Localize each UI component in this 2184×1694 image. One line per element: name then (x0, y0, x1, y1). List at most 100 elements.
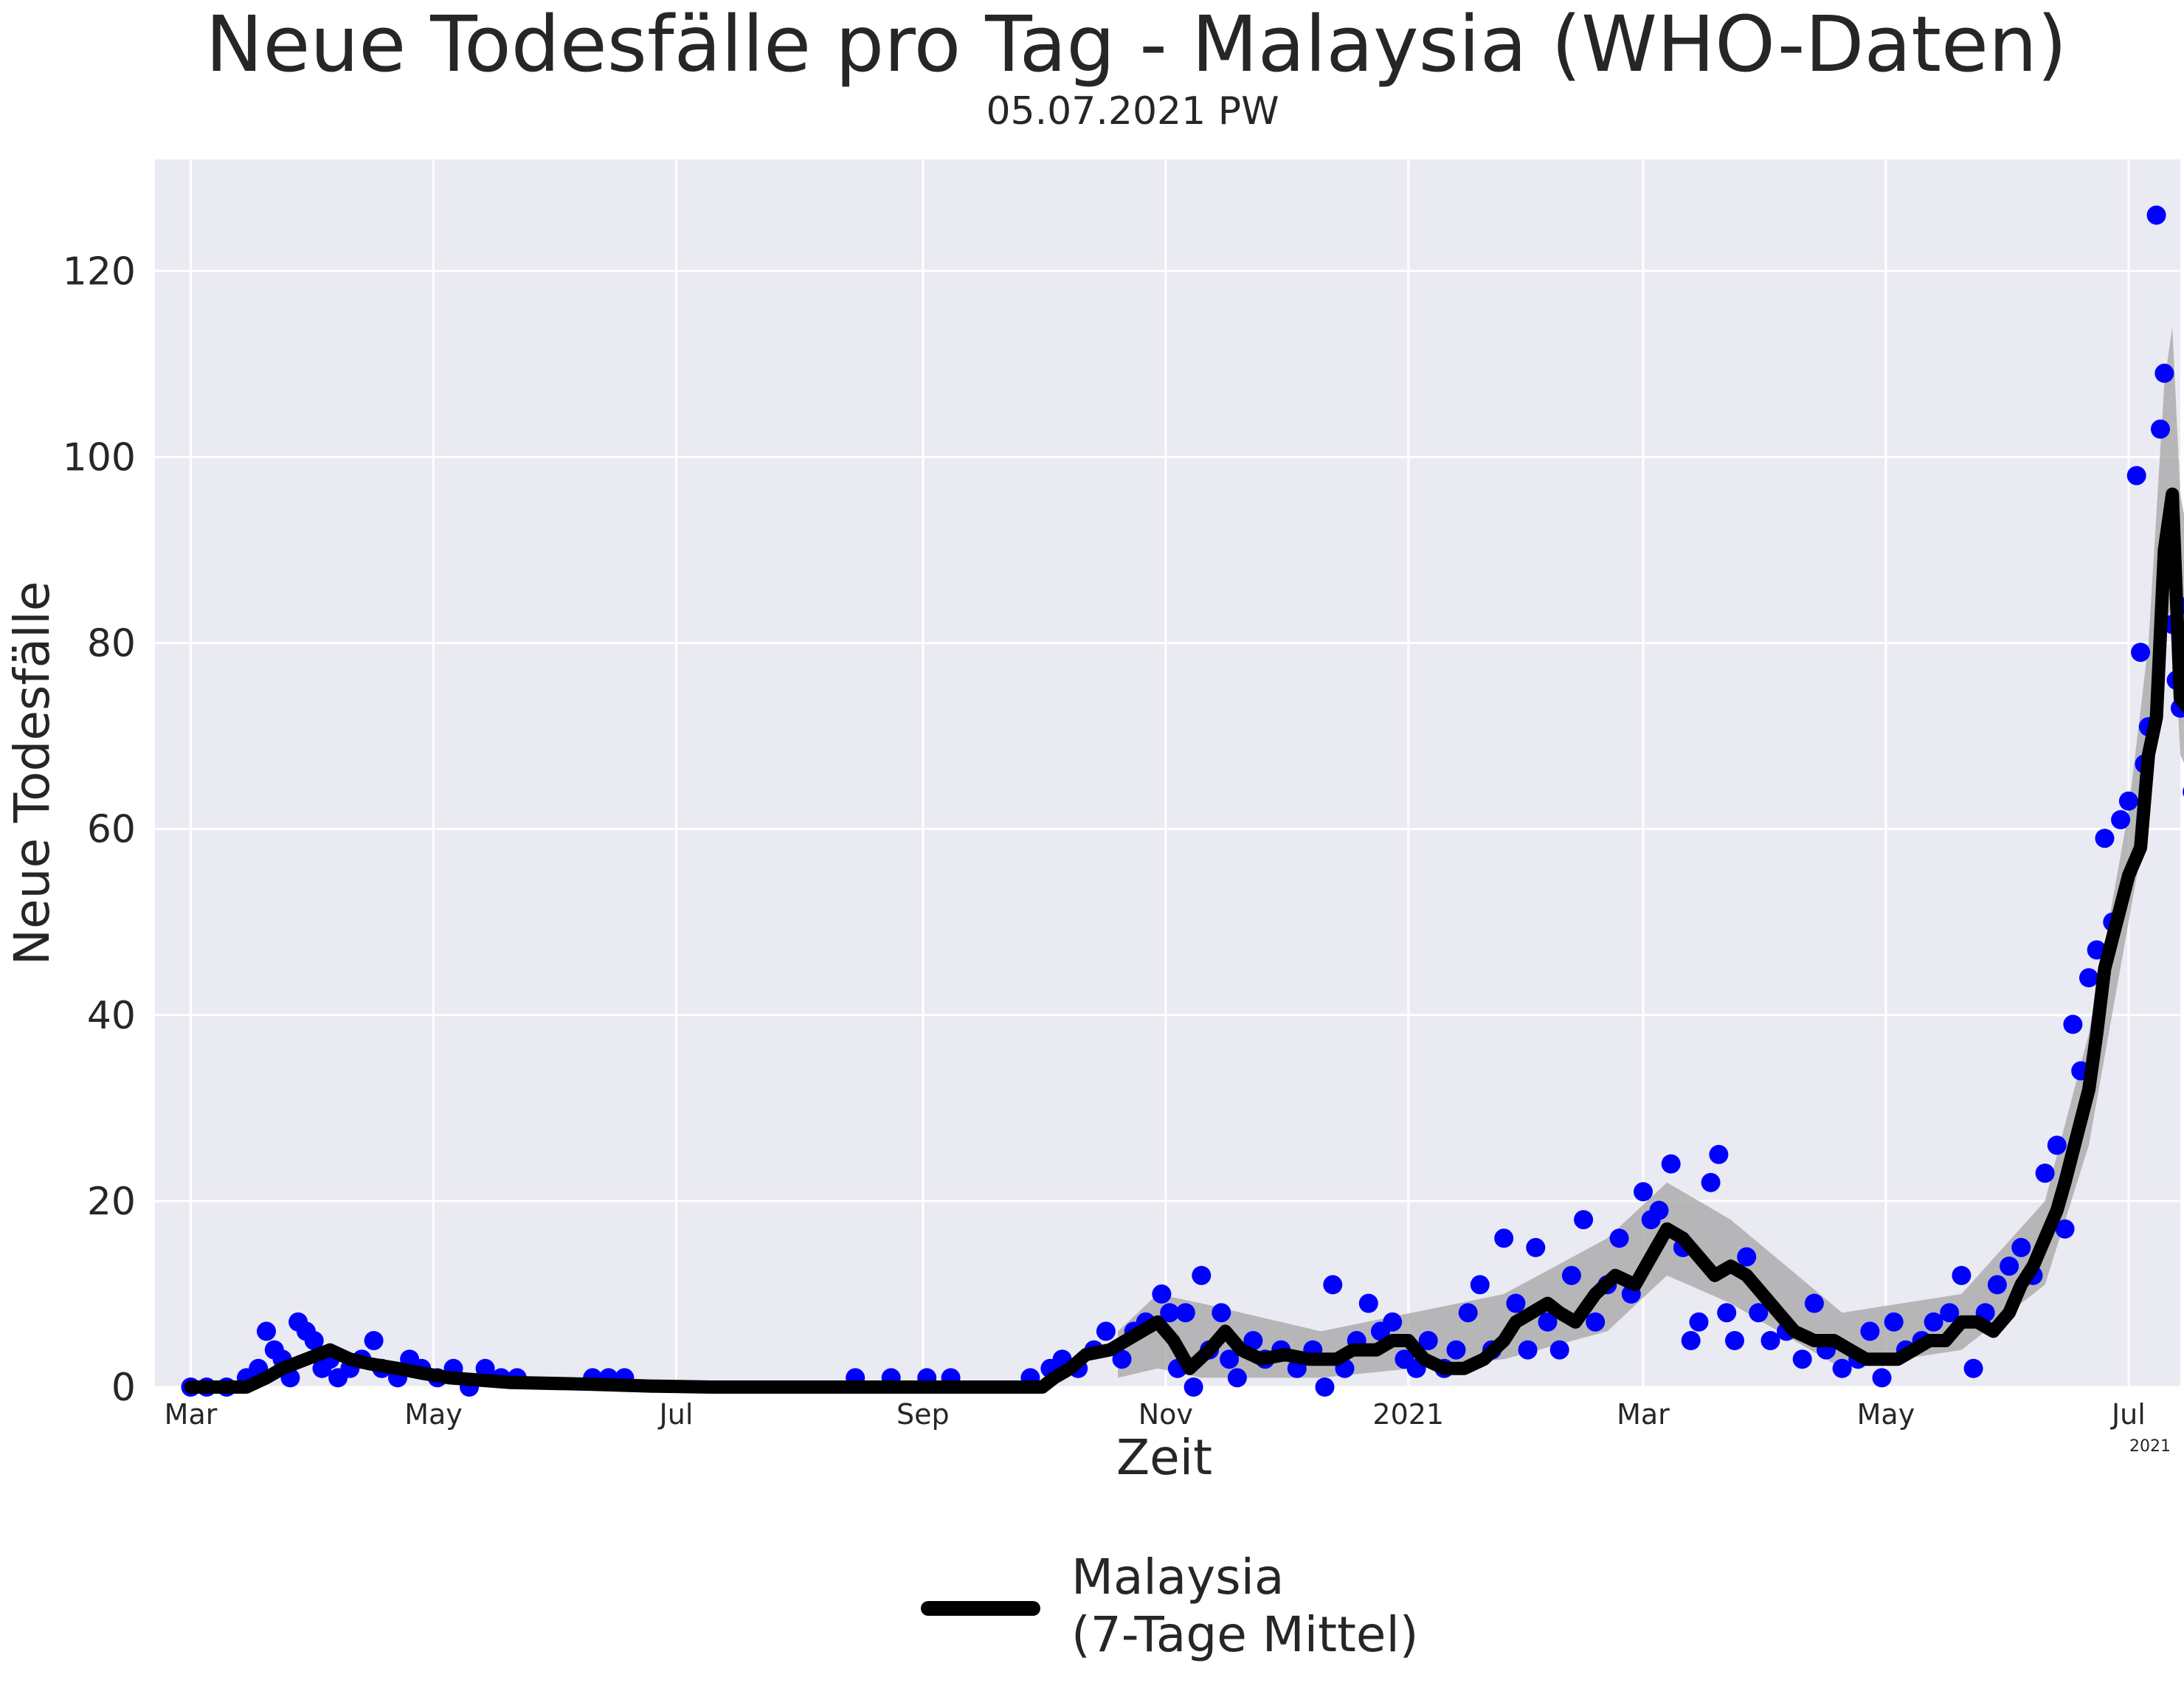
daily-point (1987, 1275, 2007, 1295)
x-axis-label: Zeit (1116, 1429, 1212, 1486)
daily-point (2111, 810, 2131, 829)
daily-point (1737, 1247, 1757, 1267)
daily-point (1446, 1340, 1466, 1360)
daily-point (2095, 829, 2115, 848)
daily-point (2118, 791, 2138, 811)
daily-point (1192, 1265, 1212, 1285)
daily-point (1709, 1144, 1729, 1164)
daily-point (475, 1358, 495, 1378)
daily-point (2063, 1014, 2083, 1034)
daily-point (1494, 1228, 1514, 1248)
daily-point (1717, 1303, 1737, 1323)
daily-point (364, 1331, 384, 1350)
y-tick-label: 40 (87, 994, 136, 1038)
x-tick-label: Jul (658, 1398, 694, 1431)
legend-label-line: Malaysia (1071, 1549, 1284, 1605)
daily-point (1220, 1349, 1240, 1369)
daily-point (2079, 968, 2098, 988)
y-tick-label: 20 (87, 1180, 136, 1224)
y-tick-label: 120 (63, 249, 136, 294)
x-tick-label: May (1857, 1398, 1915, 1431)
series-line-mean (184, 487, 2184, 1394)
daily-point (1574, 1210, 1594, 1230)
daily-point (304, 1331, 324, 1350)
daily-point (1832, 1358, 1852, 1378)
daily-point (1884, 1312, 1904, 1332)
daily-point (2154, 363, 2174, 383)
daily-point (2047, 1135, 2067, 1155)
y-axis-label: Neue Todesfälle (4, 581, 61, 966)
daily-point (1458, 1303, 1478, 1323)
plot-area (155, 159, 2180, 1387)
daily-point (1924, 1312, 1943, 1332)
daily-point (1940, 1303, 1960, 1323)
daily-point (2000, 1256, 2019, 1276)
daily-point (2011, 1237, 2031, 1257)
daily-point (257, 1321, 276, 1341)
x-tick-label: Mar (1617, 1398, 1670, 1431)
y-tick-label: 100 (63, 435, 136, 480)
daily-point (1701, 1172, 1721, 1192)
grid-x (190, 159, 2130, 1387)
daily-point (1725, 1331, 1744, 1350)
daily-point (1526, 1237, 1546, 1257)
legend-label: Malaysia (7-Tage Mittel) (1071, 1549, 1419, 1663)
daily-point (1760, 1331, 1780, 1350)
y-tick-labels: 0 20 40 60 80 100 120 (63, 249, 136, 1410)
daily-point (1689, 1312, 1709, 1332)
chart-title: Neue Todesfälle pro Tag - Malaysia (WHO-… (206, 0, 2067, 89)
daily-point (1506, 1293, 1526, 1313)
daily-point (1227, 1368, 1247, 1388)
daily-point (1160, 1303, 1180, 1323)
chart-subtitle: 05.07.2021 PW (986, 89, 1279, 134)
daily-point (1860, 1321, 1880, 1341)
daily-point (1212, 1303, 1231, 1323)
daily-point (1112, 1349, 1132, 1369)
x-offset-label: 2021 (2129, 1437, 2171, 1456)
line-group (184, 487, 2184, 1394)
x-tick-label: 2021 (1372, 1398, 1444, 1431)
grid-y (155, 269, 2180, 1389)
x-tick-labels: Mar May Jul Sep Nov 2021 Mar May Jul (165, 1398, 2146, 1431)
daily-point (1152, 1284, 1172, 1304)
daily-point (1561, 1265, 1581, 1285)
daily-point (1609, 1228, 1629, 1248)
daily-point (1538, 1312, 1558, 1332)
daily-point (1586, 1312, 1606, 1332)
daily-point (2126, 466, 2146, 485)
daily-point (2131, 643, 2151, 663)
daily-point (1749, 1303, 1769, 1323)
daily-point (1518, 1340, 1538, 1360)
daily-point (1383, 1312, 1403, 1332)
daily-point (1358, 1293, 1378, 1313)
x-tick-label: Mar (165, 1398, 218, 1431)
daily-point (1649, 1200, 1669, 1220)
daily-point (1792, 1349, 1812, 1369)
legend-label-line: (7-Tage Mittel) (1071, 1606, 1419, 1663)
daily-point (2035, 1164, 2055, 1183)
daily-point (2055, 1219, 2075, 1239)
x-tick-label: Nov (1138, 1398, 1193, 1431)
daily-point (1549, 1340, 1569, 1360)
y-tick-label: 0 (111, 1366, 136, 1410)
x-tick-label: Sep (896, 1398, 950, 1431)
daily-point (1872, 1368, 1892, 1388)
x-tick-label: Jul (2110, 1398, 2146, 1431)
daily-point (1470, 1275, 1490, 1295)
daily-point (1418, 1331, 1438, 1350)
daily-point (1661, 1154, 1681, 1174)
daily-point (1183, 1377, 1203, 1397)
y-tick-label: 80 (87, 622, 136, 666)
legend: Malaysia (7-Tage Mittel) (921, 1549, 1419, 1663)
daily-point (1634, 1182, 1653, 1202)
daily-point (2151, 419, 2170, 439)
daily-point (1681, 1331, 1701, 1350)
daily-point (1804, 1293, 1824, 1313)
daily-point (2146, 205, 2166, 225)
daily-point (1175, 1303, 1195, 1323)
daily-point (1096, 1321, 1116, 1341)
x-tick-label: May (404, 1398, 463, 1431)
daily-point (1952, 1265, 1972, 1285)
daily-point (1243, 1331, 1263, 1350)
